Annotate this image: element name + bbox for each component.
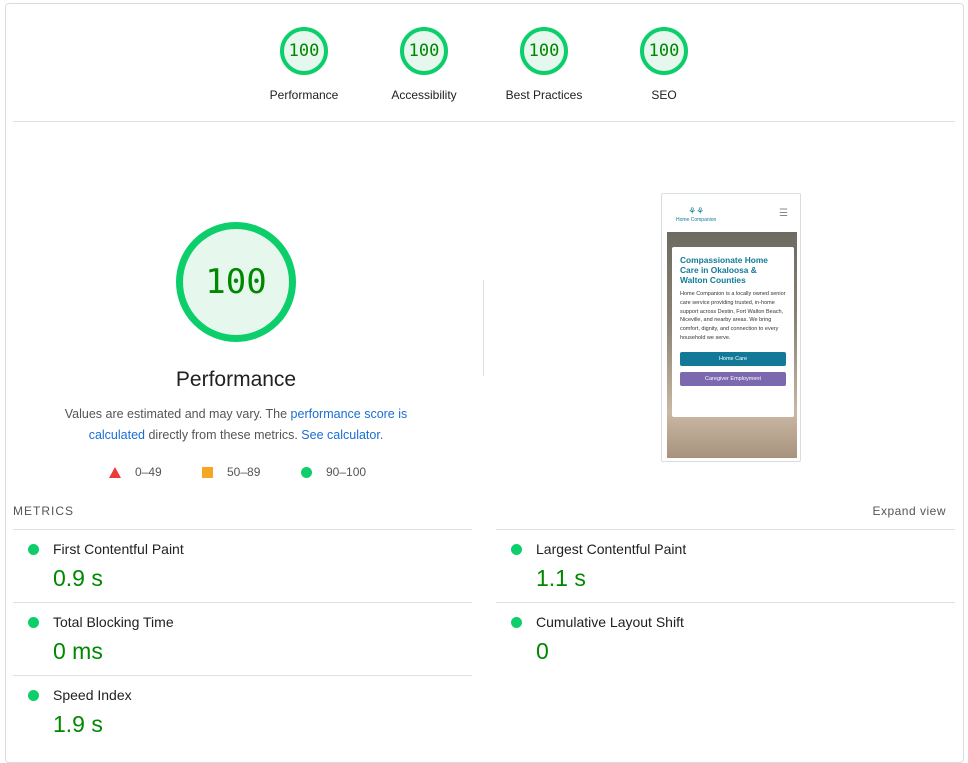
performance-score-link[interactable]: performance score is calculated — [88, 407, 408, 442]
legend-label: 0–49 — [135, 465, 162, 479]
legend-pass: 90–100 — [301, 465, 366, 479]
square-icon — [202, 466, 213, 478]
expand-view-button[interactable]: Expand view — [872, 504, 946, 518]
metric-value: 1.1 s — [536, 565, 586, 591]
hero-body: Home Companion is a locally owned senior… — [680, 291, 786, 341]
pass-dot-icon — [511, 544, 522, 555]
score-ring: 100 — [640, 27, 688, 75]
divider — [496, 529, 955, 530]
caregiver-employment-button: Caregiver Employment — [680, 371, 786, 386]
divider — [13, 529, 472, 530]
gauge-best-practices[interactable]: 100 Best Practices — [484, 27, 604, 102]
gauge-label: Best Practices — [505, 88, 583, 102]
hero-card: Compassionate Home Care in Okaloosa & Wa… — [672, 247, 794, 417]
divider — [13, 121, 955, 122]
hamburger-icon: ☰ — [779, 208, 788, 219]
metrics-header: METRICS — [13, 504, 74, 518]
divider — [13, 602, 472, 603]
gauge-label: SEO — [651, 88, 677, 102]
metric-name: First Contentful Paint — [53, 541, 184, 557]
gauge-seo[interactable]: 100 SEO — [604, 27, 724, 102]
pass-dot-icon — [511, 617, 522, 628]
triangle-icon — [109, 466, 121, 478]
gauge-accessibility[interactable]: 100 Accessibility — [364, 27, 484, 102]
circle-icon — [301, 466, 312, 478]
site-logo: ⚘⚘ Home Companion — [676, 206, 717, 223]
gauge-performance[interactable]: 100 Performance — [244, 27, 364, 102]
page-screenshot: ⚘⚘ Home Companion ☰ Compassionate Home Ca… — [661, 193, 801, 462]
home-care-button: Home Care — [680, 351, 786, 366]
gauge-label: Performance — [269, 88, 339, 102]
legend-average: 50–89 — [202, 465, 260, 479]
divider — [496, 602, 955, 603]
pass-dot-icon — [28, 617, 39, 628]
desc-text: directly from these metrics. — [145, 428, 302, 442]
metric-value: 1.9 s — [53, 711, 103, 737]
legend-label: 50–89 — [227, 465, 261, 479]
performance-title: Performance — [175, 368, 297, 391]
logo-text: Home Companion — [676, 217, 717, 223]
metric-name: Cumulative Layout Shift — [536, 614, 684, 630]
desc-text: Values are estimated and may vary. The — [64, 407, 291, 421]
metric-name: Largest Contentful Paint — [536, 541, 687, 557]
hero-heading: Compassionate Home Care in Okaloosa & Wa… — [680, 255, 768, 285]
performance-description: Values are estimated and may vary. The p… — [50, 404, 422, 446]
score-ring: 100 — [520, 27, 568, 75]
score-ring: 100 — [400, 27, 448, 75]
legend-fail: 0–49 — [109, 465, 162, 479]
metric-name: Total Blocking Time — [53, 614, 174, 630]
score-ring: 100 — [280, 27, 328, 75]
pass-dot-icon — [28, 690, 39, 701]
see-calculator-link[interactable]: See calculator. — [301, 428, 384, 442]
metric-value: 0 — [536, 638, 549, 664]
metric-name: Speed Index — [53, 687, 132, 703]
legend-label: 90–100 — [326, 465, 367, 479]
divider-vertical — [483, 280, 484, 376]
divider — [13, 675, 472, 676]
pass-dot-icon — [28, 544, 39, 555]
metric-value: 0 ms — [53, 638, 103, 664]
metric-value: 0.9 s — [53, 565, 103, 591]
gauge-label: Accessibility — [391, 88, 457, 102]
performance-score-gauge: 100 — [176, 222, 296, 342]
